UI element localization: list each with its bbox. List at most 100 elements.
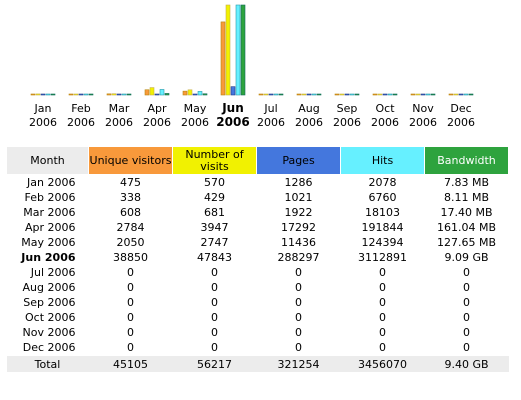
bar-bandwidth-may — [202, 93, 208, 96]
cell-hits: 3112891 — [358, 251, 407, 264]
monthly-stats-table: Month Unique visitors Number of visits P… — [6, 146, 509, 372]
bar-number-of-visits-jun — [225, 4, 231, 96]
cell-pages: 0 — [295, 296, 302, 309]
cell-visits: 429 — [204, 191, 225, 204]
total-unique-visitors: 45105 — [88, 355, 173, 372]
bar-unique-visitors-mar — [106, 93, 112, 96]
bar-bandwidth-oct — [392, 93, 398, 96]
bar-pages-feb — [78, 93, 84, 96]
cell-hits: 0 — [379, 296, 386, 309]
cell-pages: 1021 — [284, 191, 313, 204]
x-label-month: Dec — [450, 102, 471, 115]
cell-pages: 0 — [295, 311, 302, 324]
bar-hits-jan — [45, 93, 51, 96]
bar-unique-visitors-jun — [220, 21, 226, 96]
bar-unique-visitors-may — [182, 90, 188, 96]
total-row: Total 45105 56217 321254 3456070 9.40 GB — [6, 355, 509, 372]
bar-pages-jun — [230, 86, 236, 96]
x-label-month: Jul — [263, 102, 277, 115]
cell-pages: 11436 — [281, 236, 316, 249]
monthly-history-chart: Jan2006Feb2006Mar2006Apr2006May2006Jun20… — [29, 4, 475, 129]
bar-bandwidth-jul — [278, 93, 284, 96]
bar-pages-jan — [40, 93, 46, 96]
table-row: Jun 2006 38850 47843 288297 3112891 9.09 GB — [7, 250, 509, 265]
table-row: Dec 2006 0 0 0 0 0 — [7, 340, 509, 356]
bar-hits-nov — [425, 93, 431, 96]
bar-hits-may — [197, 91, 203, 96]
bar-pages-sep — [344, 93, 350, 96]
bar-bandwidth-sep — [354, 93, 360, 96]
cell-pages: 0 — [295, 341, 302, 354]
cell-hits: 191844 — [361, 221, 404, 234]
cell-hits: 0 — [379, 326, 386, 339]
cell-visits: 2747 — [200, 236, 229, 249]
bar-unique-visitors-nov — [410, 93, 416, 96]
table-row: May 2006 2050 2747 11436 124394 127.65 MB — [7, 235, 509, 250]
cell-unique-visitors: 0 — [127, 296, 134, 309]
bar-unique-visitors-sep — [334, 93, 340, 96]
x-label-month: Jan — [34, 102, 52, 115]
bar-hits-aug — [311, 93, 317, 96]
table-row: Oct 2006 0 0 0 0 0 — [7, 310, 509, 325]
cell-visits: 681 — [204, 206, 225, 219]
cell-unique-visitors: 338 — [120, 191, 141, 204]
cell-unique-visitors: 0 — [127, 326, 134, 339]
cell-bandwidth: 0 — [463, 341, 470, 354]
bar-unique-visitors-jul — [258, 93, 264, 96]
cell-unique-visitors: 38850 — [113, 251, 148, 264]
x-label-month: Oct — [375, 102, 395, 115]
cell-bandwidth: 9.09 GB — [444, 251, 489, 264]
cell-month: May 2006 — [21, 236, 76, 249]
cell-month: Dec 2006 — [22, 341, 76, 354]
header-hits: Hits — [340, 146, 425, 175]
table-header-row: Month Unique visitors Number of visits P… — [6, 146, 509, 175]
bar-hits-mar — [121, 93, 127, 96]
cell-pages: 1286 — [284, 176, 313, 189]
cell-visits: 0 — [211, 326, 218, 339]
bar-hits-feb — [83, 93, 89, 96]
cell-pages: 0 — [295, 266, 302, 279]
cell-pages: 0 — [295, 281, 302, 294]
bar-hits-sep — [349, 93, 355, 96]
header-month: Month — [6, 146, 89, 175]
cell-month: Nov 2006 — [22, 326, 76, 339]
cell-unique-visitors: 0 — [127, 311, 134, 324]
total-label: Total — [6, 355, 89, 372]
cell-bandwidth: 0 — [463, 281, 470, 294]
cell-visits: 0 — [211, 296, 218, 309]
bar-hits-jun — [235, 4, 241, 96]
bar-unique-visitors-aug — [296, 93, 302, 96]
cell-hits: 124394 — [361, 236, 404, 249]
cell-month: Feb 2006 — [24, 191, 76, 204]
bar-bandwidth-nov — [430, 93, 436, 96]
cell-hits: 0 — [379, 311, 386, 324]
cell-month: Aug 2006 — [22, 281, 76, 294]
bar-pages-jul — [268, 93, 274, 96]
x-label-year: 2006 — [333, 116, 361, 129]
cell-month: Sep 2006 — [23, 296, 76, 309]
cell-visits: 570 — [204, 176, 225, 189]
total-bandwidth: 9.40 GB — [424, 355, 509, 372]
cell-month: Apr 2006 — [24, 221, 76, 234]
x-label-year: 2006 — [295, 116, 323, 129]
x-label-month: Aug — [298, 102, 319, 115]
table-row: Sep 2006 0 0 0 0 0 — [7, 295, 509, 310]
bar-bandwidth-apr — [164, 93, 170, 96]
cell-unique-visitors: 0 — [127, 281, 134, 294]
table-row: Jan 2006 475 570 1286 2078 7.83 MB — [7, 175, 509, 191]
cell-unique-visitors: 608 — [120, 206, 141, 219]
table-row: Feb 2006 338 429 1021 6760 8.11 MB — [7, 190, 509, 205]
x-label-year: 2006 — [105, 116, 133, 129]
bar-unique-visitors-dec — [448, 93, 454, 96]
cell-visits: 0 — [211, 281, 218, 294]
bar-unique-visitors-oct — [372, 93, 378, 96]
bar-bandwidth-jan — [50, 93, 56, 96]
x-label-year: 2006 — [29, 116, 57, 129]
bar-unique-visitors-feb — [68, 93, 74, 96]
cell-pages: 1922 — [284, 206, 313, 219]
bar-bandwidth-feb — [88, 93, 94, 96]
cell-month: Jan 2006 — [27, 176, 76, 189]
bar-number-of-visits-mar — [111, 93, 117, 96]
cell-bandwidth: 0 — [463, 326, 470, 339]
bar-number-of-visits-jan — [35, 93, 41, 96]
